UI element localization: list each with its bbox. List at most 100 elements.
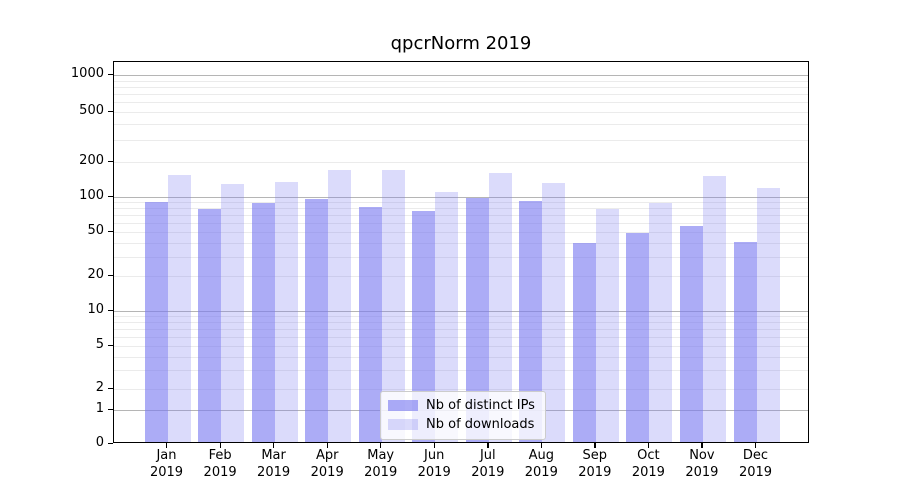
y-tick-mark: [108, 387, 113, 389]
legend-item-downloads: Nb of downloads: [388, 415, 535, 434]
y-tick-mark: [108, 73, 113, 75]
y-tick-mark: [108, 195, 113, 197]
y-tick-mark: [108, 230, 113, 232]
x-tick-label-sep: Sep 2019: [578, 448, 612, 480]
legend: Nb of distinct IPs Nb of downloads: [380, 391, 546, 440]
x-tick-mark: [594, 443, 596, 448]
gridline-minor: [114, 329, 808, 330]
x-tick-mark: [219, 443, 221, 448]
gridline-minor: [114, 102, 808, 104]
y-tick-label-10: 10: [87, 302, 104, 317]
plot-area: [113, 61, 809, 443]
gridline-minor: [114, 162, 808, 163]
gridline-minor: [114, 336, 808, 338]
bar-downloads-mar: [274, 181, 298, 442]
legend-item-ips: Nb of distinct IPs: [388, 396, 535, 415]
bar-ips-may: [358, 207, 382, 442]
x-tick-mark: [433, 443, 435, 448]
bar-downloads-apr: [328, 169, 352, 442]
x-tick-label-aug: Aug 2019: [524, 448, 558, 480]
x-tick-label-dec: Dec 2019: [738, 448, 773, 480]
y-tick-label-0: 0: [95, 435, 104, 450]
x-tick-mark: [701, 443, 703, 448]
y-tick-mark: [108, 344, 113, 346]
y-tick-label-1000: 1000: [70, 66, 104, 81]
gridline-minor: [114, 139, 808, 141]
gridline-minor: [114, 322, 808, 324]
x-tick-mark: [380, 443, 382, 448]
bar-downloads-nov: [702, 176, 726, 442]
gridline-minor: [114, 276, 808, 277]
x-tick-label-jun: Jun 2019: [417, 448, 451, 480]
bar-downloads-jul: [488, 173, 512, 442]
gridline-minor: [114, 316, 808, 318]
x-tick-label-oct: Oct 2019: [631, 448, 665, 480]
chart-title: qpcrNorm 2019: [390, 33, 532, 54]
bar-ips-dec: [733, 241, 757, 442]
gridline-minor: [114, 80, 808, 82]
y-tick-mark: [108, 442, 113, 444]
gridline-minor: [114, 208, 808, 210]
bar-downloads-aug: [542, 183, 566, 442]
bar-downloads-may: [381, 170, 405, 442]
bar-ips-mar: [251, 202, 275, 442]
bar-ips-feb: [198, 208, 222, 442]
bar-ips-aug: [519, 201, 543, 442]
y-tick-label-50: 50: [87, 223, 104, 238]
y-tick-mark: [108, 160, 113, 162]
y-tick-mark: [108, 274, 113, 276]
x-tick-label-jul: Jul 2019: [471, 448, 505, 480]
x-tick-label-jan: Jan 2019: [149, 448, 184, 480]
x-tick-label-may: May 2019: [364, 448, 398, 480]
bar-ips-sep: [572, 242, 596, 442]
x-tick-mark: [273, 443, 275, 448]
gridline-minor: [114, 222, 808, 224]
bar-ips-jul: [465, 198, 489, 442]
x-tick-mark: [540, 443, 543, 448]
bar-ips-jun: [412, 210, 436, 442]
y-tick-label-2: 2: [95, 380, 104, 395]
legend-label-ips: Nb of distinct IPs: [426, 398, 535, 413]
gridline-minor: [114, 356, 808, 358]
y-tick-label-500: 500: [79, 103, 104, 118]
bar-downloads-feb: [221, 184, 245, 442]
bar-downloads-jun: [435, 191, 459, 442]
gridline-minor: [114, 202, 808, 204]
bar-ips-oct: [626, 233, 650, 442]
gridline-minor: [114, 242, 808, 244]
y-tick-mark: [108, 408, 113, 410]
x-tick-label-mar: Mar 2019: [257, 448, 291, 480]
x-tick-label-nov: Nov 2019: [685, 448, 719, 480]
legend-label-downloads: Nb of downloads: [426, 417, 535, 432]
y-tick-mark: [108, 110, 113, 112]
gridline-minor: [114, 256, 808, 258]
bar-ips-apr: [305, 198, 329, 442]
gridline-minor: [114, 389, 808, 390]
bar-downloads-dec: [756, 187, 780, 442]
gridline-major: [114, 197, 808, 198]
bar-ips-nov: [679, 226, 703, 442]
x-tick-mark: [755, 443, 757, 448]
bar-downloads-sep: [595, 208, 619, 442]
y-tick-label-200: 200: [79, 153, 104, 168]
y-tick-label-20: 20: [87, 267, 104, 282]
gridline-minor: [114, 215, 808, 216]
legend-swatch-downloads: [388, 419, 418, 430]
gridline-minor: [114, 124, 808, 126]
gridline-minor: [114, 346, 808, 347]
x-tick-mark: [647, 443, 650, 448]
x-tick-mark: [326, 443, 328, 448]
gridline-minor: [114, 370, 808, 371]
x-tick-label-apr: Apr 2019: [310, 448, 344, 480]
y-tick-label-100: 100: [79, 188, 104, 203]
x-tick-label-feb: Feb 2019: [203, 448, 237, 480]
x-tick-mark: [487, 443, 489, 448]
legend-swatch-ips: [388, 400, 418, 411]
y-tick-mark: [108, 309, 113, 311]
gridline-minor: [114, 94, 808, 95]
y-tick-label-5: 5: [95, 337, 104, 352]
gridline-minor: [114, 232, 808, 233]
gridline-major: [114, 75, 808, 76]
x-tick-mark: [166, 443, 168, 448]
